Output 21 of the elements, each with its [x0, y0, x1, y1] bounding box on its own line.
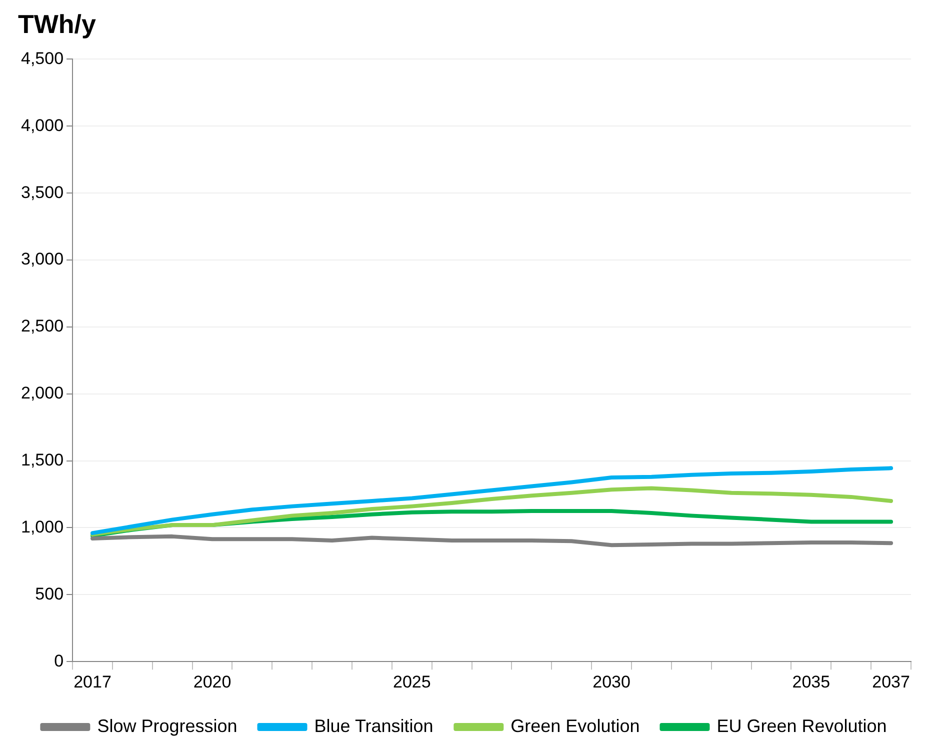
y-tick-label: 4,000	[20, 116, 64, 135]
y-tick-label: 2,000	[20, 384, 64, 403]
x-tick-label: 2025	[393, 672, 431, 692]
x-tick-label: 2020	[193, 672, 232, 692]
y-tick-label: 500	[35, 584, 64, 604]
legend-label: Blue Transition	[314, 716, 434, 736]
chart-title: TWh/y	[18, 8, 97, 39]
y-tick-label: 2,500	[20, 316, 64, 336]
y-tick-label: 4,500	[20, 48, 64, 68]
x-tick-label: 2030	[592, 672, 630, 692]
legend-label: Slow Progression	[97, 716, 238, 736]
x-tick-label: 2017	[74, 672, 112, 692]
y-tick-label: 0	[54, 651, 64, 670]
y-tick-label: 1,000	[20, 517, 64, 536]
legend-label: EU Green Revolution	[716, 716, 887, 736]
y-tick-label: 3,000	[20, 250, 64, 269]
legend-label: Green Evolution	[510, 716, 640, 736]
y-tick-label: 3,500	[20, 182, 64, 202]
y-tick-label: 1,500	[20, 450, 64, 470]
x-tick-label: 2037	[872, 672, 910, 692]
x-tick-label: 2035	[792, 672, 830, 692]
